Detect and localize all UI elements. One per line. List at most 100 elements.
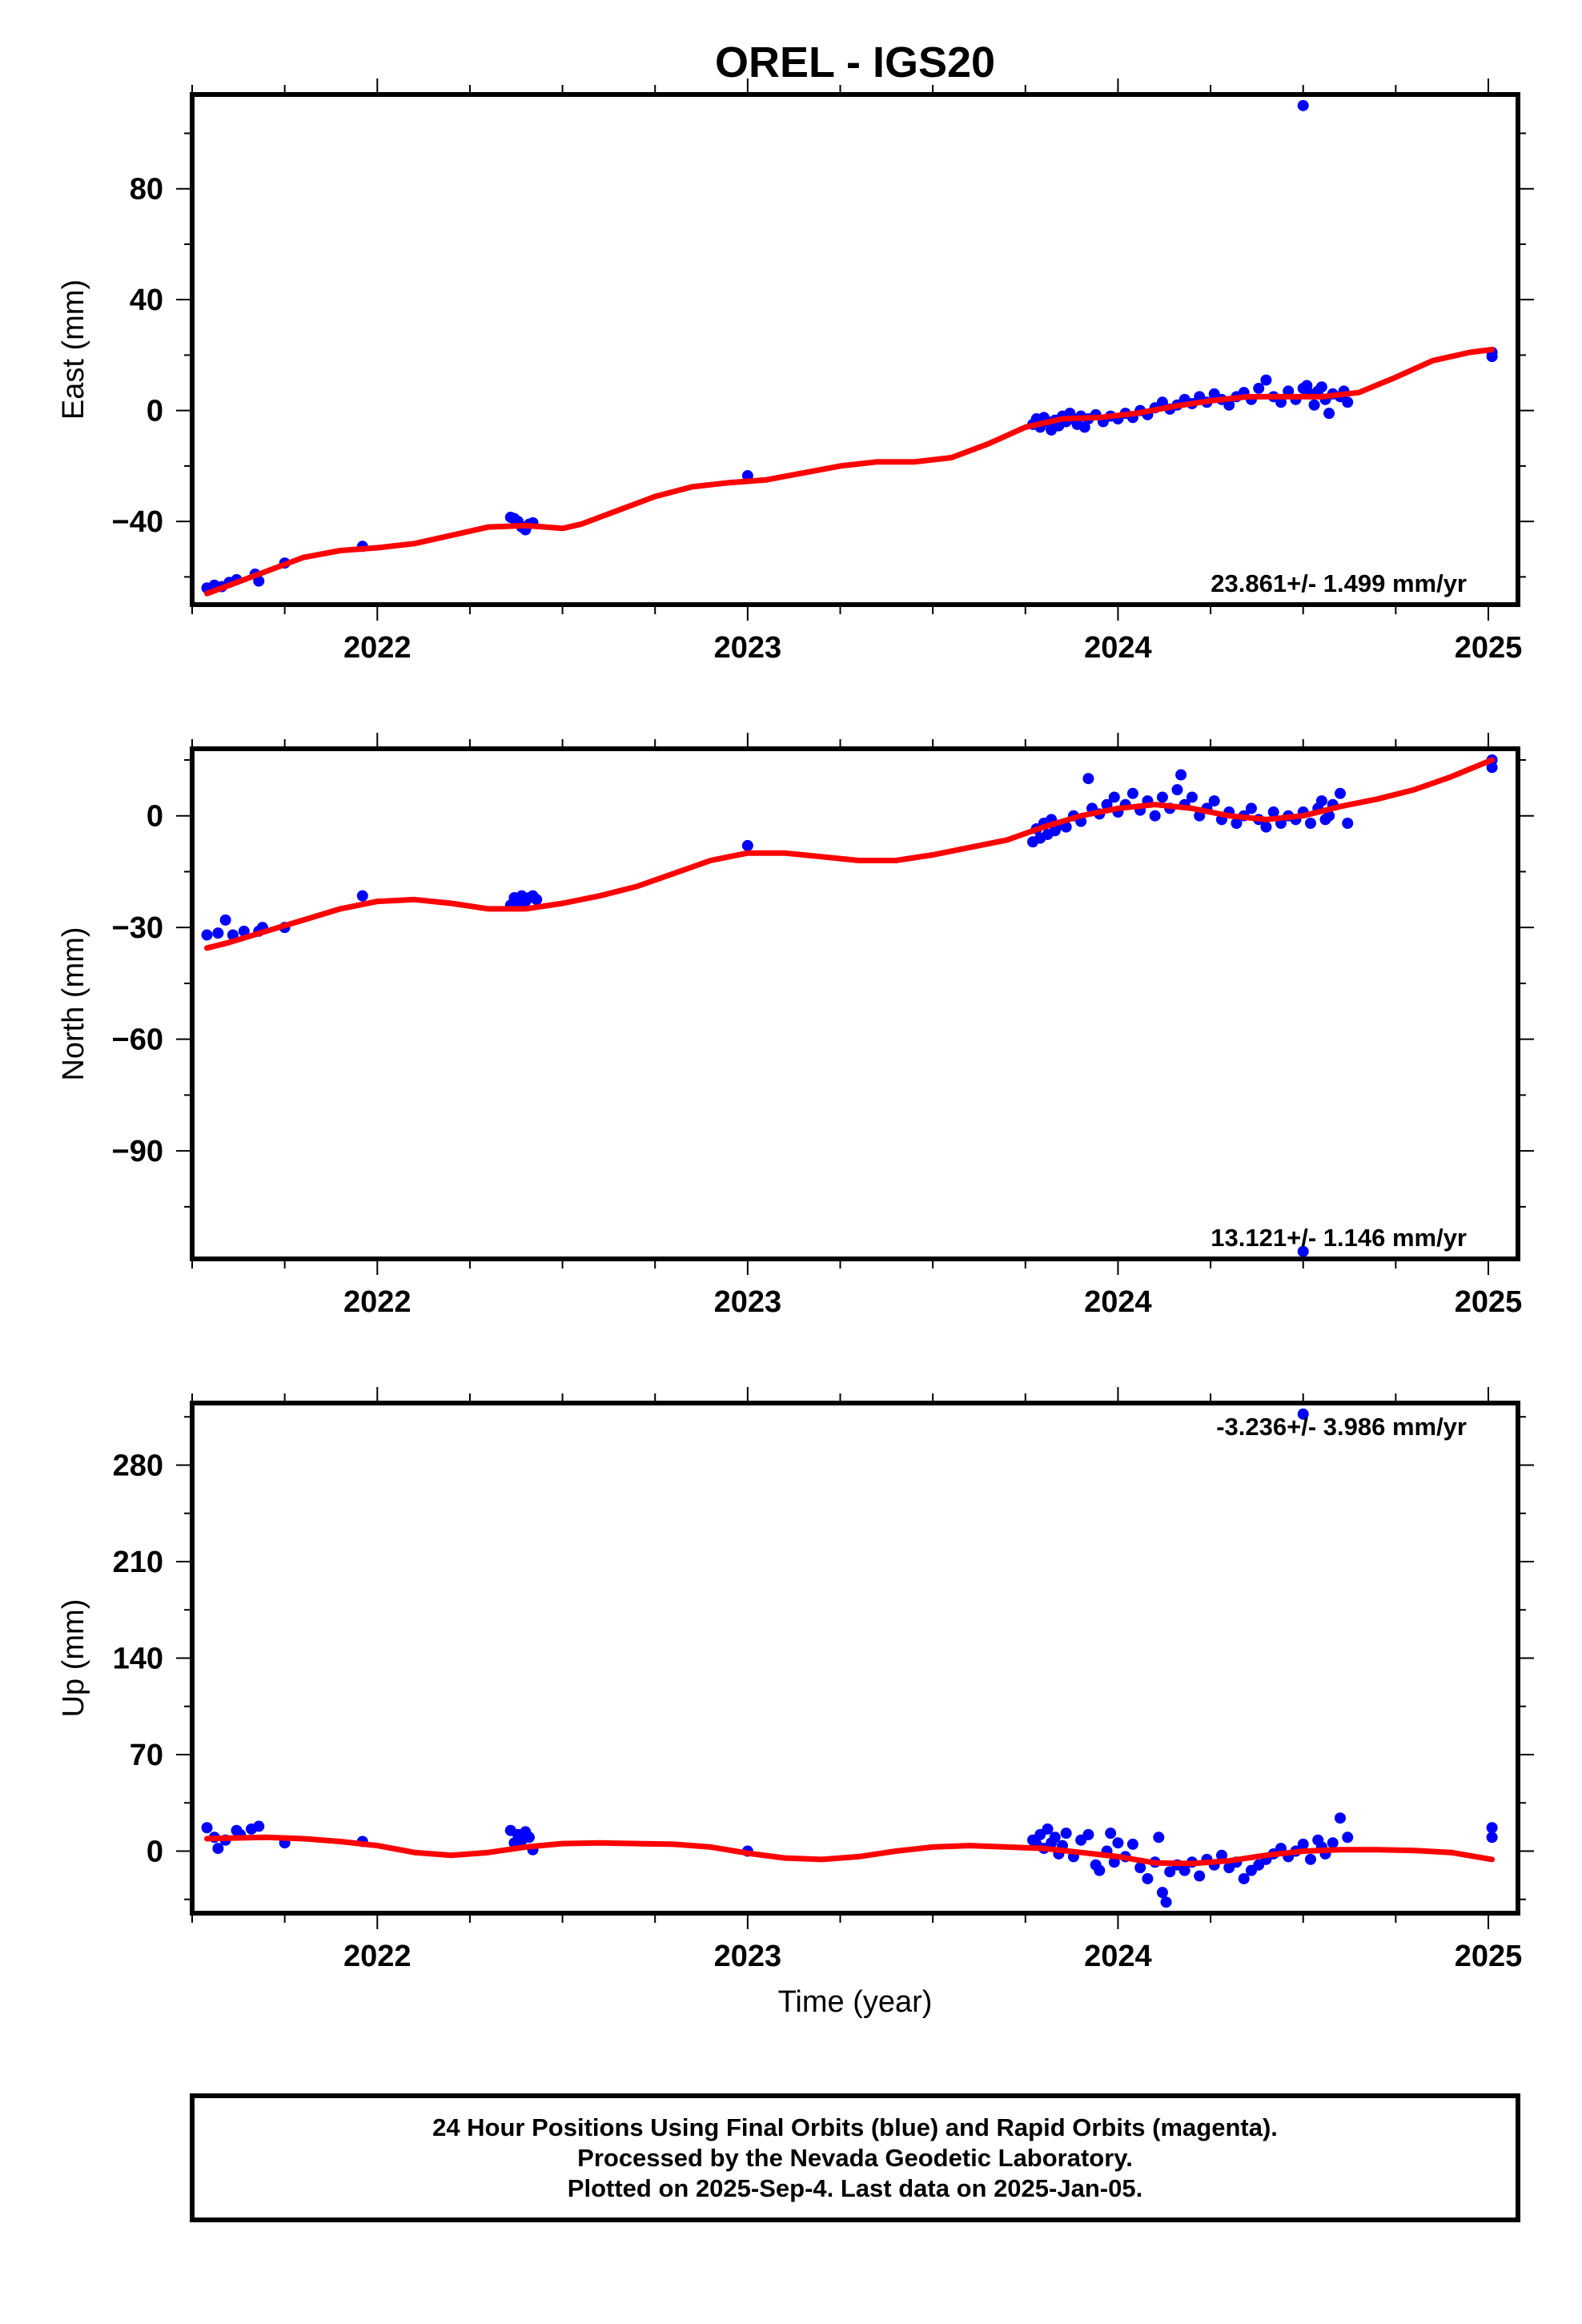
data-point-up	[1215, 1849, 1227, 1861]
data-point-north	[1315, 795, 1327, 807]
data-point-up	[1194, 1870, 1206, 1882]
y-axis-label-east: East (mm)	[57, 279, 90, 420]
panel-north: 2022 2023 2024 2025 −90 −60 −30 0 North (mm) 13.1…	[57, 733, 1534, 1319]
data-point-up	[1486, 1822, 1498, 1834]
y-tick-label-north-0: −90	[112, 1135, 163, 1168]
plot-frame-north	[190, 746, 1520, 1261]
y-tick-label-up-1: 70	[130, 1739, 163, 1772]
data-point-up	[1142, 1872, 1154, 1884]
y-tick-label-east-1: 0	[147, 395, 163, 428]
data-point-east	[1253, 382, 1265, 394]
data-point-up	[1334, 1812, 1346, 1824]
data-point-north	[1260, 821, 1272, 833]
x-tick-label-north-2022: 2022	[343, 1285, 412, 1319]
model-curve-north	[204, 757, 1496, 951]
data-point-north	[212, 927, 224, 939]
x-tick-label-up-2022: 2022	[343, 1940, 412, 1973]
y-tick-label-east-0: −40	[112, 505, 163, 539]
data-point-up	[1164, 1866, 1176, 1878]
data-point-up	[1126, 1838, 1138, 1850]
x-tick-label-east-2022: 2022	[343, 631, 412, 665]
data-point-north	[1126, 787, 1138, 799]
data-point-up	[1094, 1864, 1106, 1876]
data-point-north	[1304, 817, 1316, 829]
plot-frame-up	[190, 1401, 1520, 1916]
data-point-north	[1245, 802, 1257, 814]
x-tick-label-north-2025: 2025	[1455, 1285, 1523, 1319]
data-point-north	[1108, 791, 1120, 803]
data-point-up	[1134, 1862, 1146, 1874]
footer-line-3: Plotted on 2025-Sep-4. Last data on 2025…	[568, 2174, 1142, 2202]
y-tick-label-up-3: 210	[113, 1546, 163, 1579]
data-point-north	[1156, 791, 1168, 803]
data-point-up	[1342, 1831, 1354, 1844]
data-point-east	[1323, 408, 1335, 420]
y-tick-label-up-0: 0	[147, 1835, 163, 1869]
plot-frame-east	[190, 92, 1520, 607]
rate-label-up: -3.236+/- 3.986 mm/yr	[1216, 1413, 1467, 1441]
data-point-up	[1178, 1864, 1191, 1876]
footer-line-2: Processed by the Nevada Geodetic Laborat…	[577, 2144, 1133, 2172]
x-tick-label-north-2023: 2023	[714, 1285, 782, 1319]
panel-up: 2022 2023 2024 2025 0 70 140 210 280 Up (mm) -3.23…	[57, 1387, 1534, 1973]
data-point-up	[1486, 1831, 1498, 1844]
footer-box: 24 Hour Positions Using Final Orbits (bl…	[190, 2093, 1520, 2222]
data-point-up	[253, 1820, 265, 1832]
data-point-up	[1112, 1837, 1124, 1849]
data-point-north	[1082, 773, 1094, 785]
data-point-up	[201, 1822, 213, 1834]
x-tick-label-east-2024: 2024	[1084, 631, 1152, 665]
data-point-up	[1108, 1856, 1120, 1868]
data-point-east	[1297, 99, 1309, 111]
y-axis-label-up: Up (mm)	[57, 1599, 90, 1718]
y-tick-label-north-3: 0	[147, 800, 163, 834]
rate-label-north: 13.121+/- 1.146 mm/yr	[1211, 1224, 1467, 1252]
data-point-up	[1160, 1896, 1172, 1908]
data-point-east	[1315, 381, 1327, 393]
data-point-north	[356, 890, 368, 902]
data-point-north	[1231, 817, 1243, 829]
data-point-north	[201, 929, 213, 941]
x-tick-label-up-2024: 2024	[1084, 1940, 1152, 1973]
data-point-up	[1156, 1887, 1168, 1899]
chart-title: OREL - IGS20	[715, 38, 995, 86]
data-point-north	[1171, 784, 1183, 796]
points-north	[201, 754, 1498, 1257]
rate-label-east: 23.861+/- 1.499 mm/yr	[1211, 569, 1467, 597]
data-point-north	[1267, 806, 1279, 818]
data-point-up	[1304, 1853, 1316, 1865]
y-tick-label-up-4: 280	[113, 1449, 163, 1482]
data-point-east	[1308, 399, 1320, 411]
footer-line-1: 24 Hour Positions Using Final Orbits (bl…	[432, 2113, 1278, 2141]
x-tick-label-east-2023: 2023	[714, 631, 782, 665]
data-point-up	[1060, 1827, 1072, 1839]
data-point-north	[1186, 791, 1198, 803]
data-point-up	[1238, 1872, 1250, 1884]
data-point-up	[1153, 1831, 1165, 1844]
data-point-up	[1297, 1838, 1309, 1850]
data-point-east	[253, 575, 265, 587]
panels: 2022 2023 2024 2025 −40 0 40 80 East (mm) 23.861+…	[57, 78, 1534, 1973]
x-tick-label-up-2025: 2025	[1455, 1940, 1523, 1973]
data-point-up	[212, 1843, 224, 1855]
data-point-up	[1297, 1408, 1309, 1420]
y-tick-label-north-2: −30	[112, 911, 163, 945]
data-point-up	[1049, 1831, 1061, 1844]
panel-east: 2022 2023 2024 2025 −40 0 40 80 East (mm) 23.861+…	[57, 78, 1534, 665]
x-tick-label-east-2025: 2025	[1455, 631, 1523, 665]
x-axis-label: Time (year)	[778, 1985, 933, 2019]
data-point-east	[1260, 374, 1272, 386]
data-point-up	[1327, 1837, 1339, 1849]
data-point-north	[1323, 810, 1335, 822]
data-point-north	[1208, 795, 1220, 807]
data-point-north	[1342, 817, 1354, 829]
data-point-north	[1334, 787, 1346, 799]
model-curve-up	[204, 1834, 1496, 1867]
data-point-up	[1082, 1828, 1094, 1840]
y-tick-label-up-2: 140	[113, 1642, 163, 1676]
model-curve-east	[204, 347, 1496, 597]
data-point-east	[1223, 399, 1235, 411]
y-tick-label-north-1: −60	[112, 1023, 163, 1057]
